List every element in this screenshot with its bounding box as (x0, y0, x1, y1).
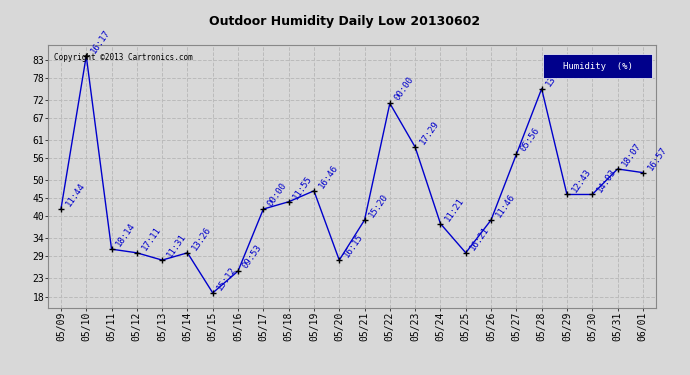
Text: 11:55: 11:55 (291, 174, 314, 201)
Text: 16:15: 16:15 (342, 232, 365, 260)
Text: 11:31: 11:31 (165, 232, 188, 260)
Text: 15:20: 15:20 (367, 192, 390, 219)
Text: 11:46: 11:46 (494, 192, 517, 219)
Text: 09:53: 09:53 (241, 243, 264, 270)
Text: Outdoor Humidity Daily Low 20130602: Outdoor Humidity Daily Low 20130602 (210, 15, 480, 28)
Text: 12:43: 12:43 (570, 166, 593, 194)
Text: 14:03: 14:03 (595, 166, 618, 194)
Text: 15:12: 15:12 (215, 265, 238, 292)
Text: 00:00: 00:00 (393, 75, 415, 102)
Text: 00:00: 00:00 (266, 181, 289, 208)
Text: 13:26: 13:26 (190, 225, 213, 252)
FancyBboxPatch shape (543, 54, 653, 78)
Text: 16:17: 16:17 (89, 28, 112, 55)
Text: 17:29: 17:29 (418, 119, 441, 146)
Text: 05:56: 05:56 (519, 126, 542, 154)
Text: 13:38: 13:38 (544, 61, 567, 88)
Text: 17:11: 17:11 (139, 225, 162, 252)
Text: Copyright ©2013 Cartronics.com: Copyright ©2013 Cartronics.com (55, 53, 193, 62)
Text: 11:21: 11:21 (443, 196, 466, 223)
Text: 16:21: 16:21 (469, 225, 491, 252)
Text: 16:46: 16:46 (317, 163, 339, 190)
Text: 11:44: 11:44 (63, 181, 86, 208)
Text: 18:07: 18:07 (620, 141, 643, 168)
Text: 16:57: 16:57 (646, 145, 669, 172)
Text: Humidity  (%): Humidity (%) (563, 62, 633, 70)
Text: 18:14: 18:14 (115, 221, 137, 248)
